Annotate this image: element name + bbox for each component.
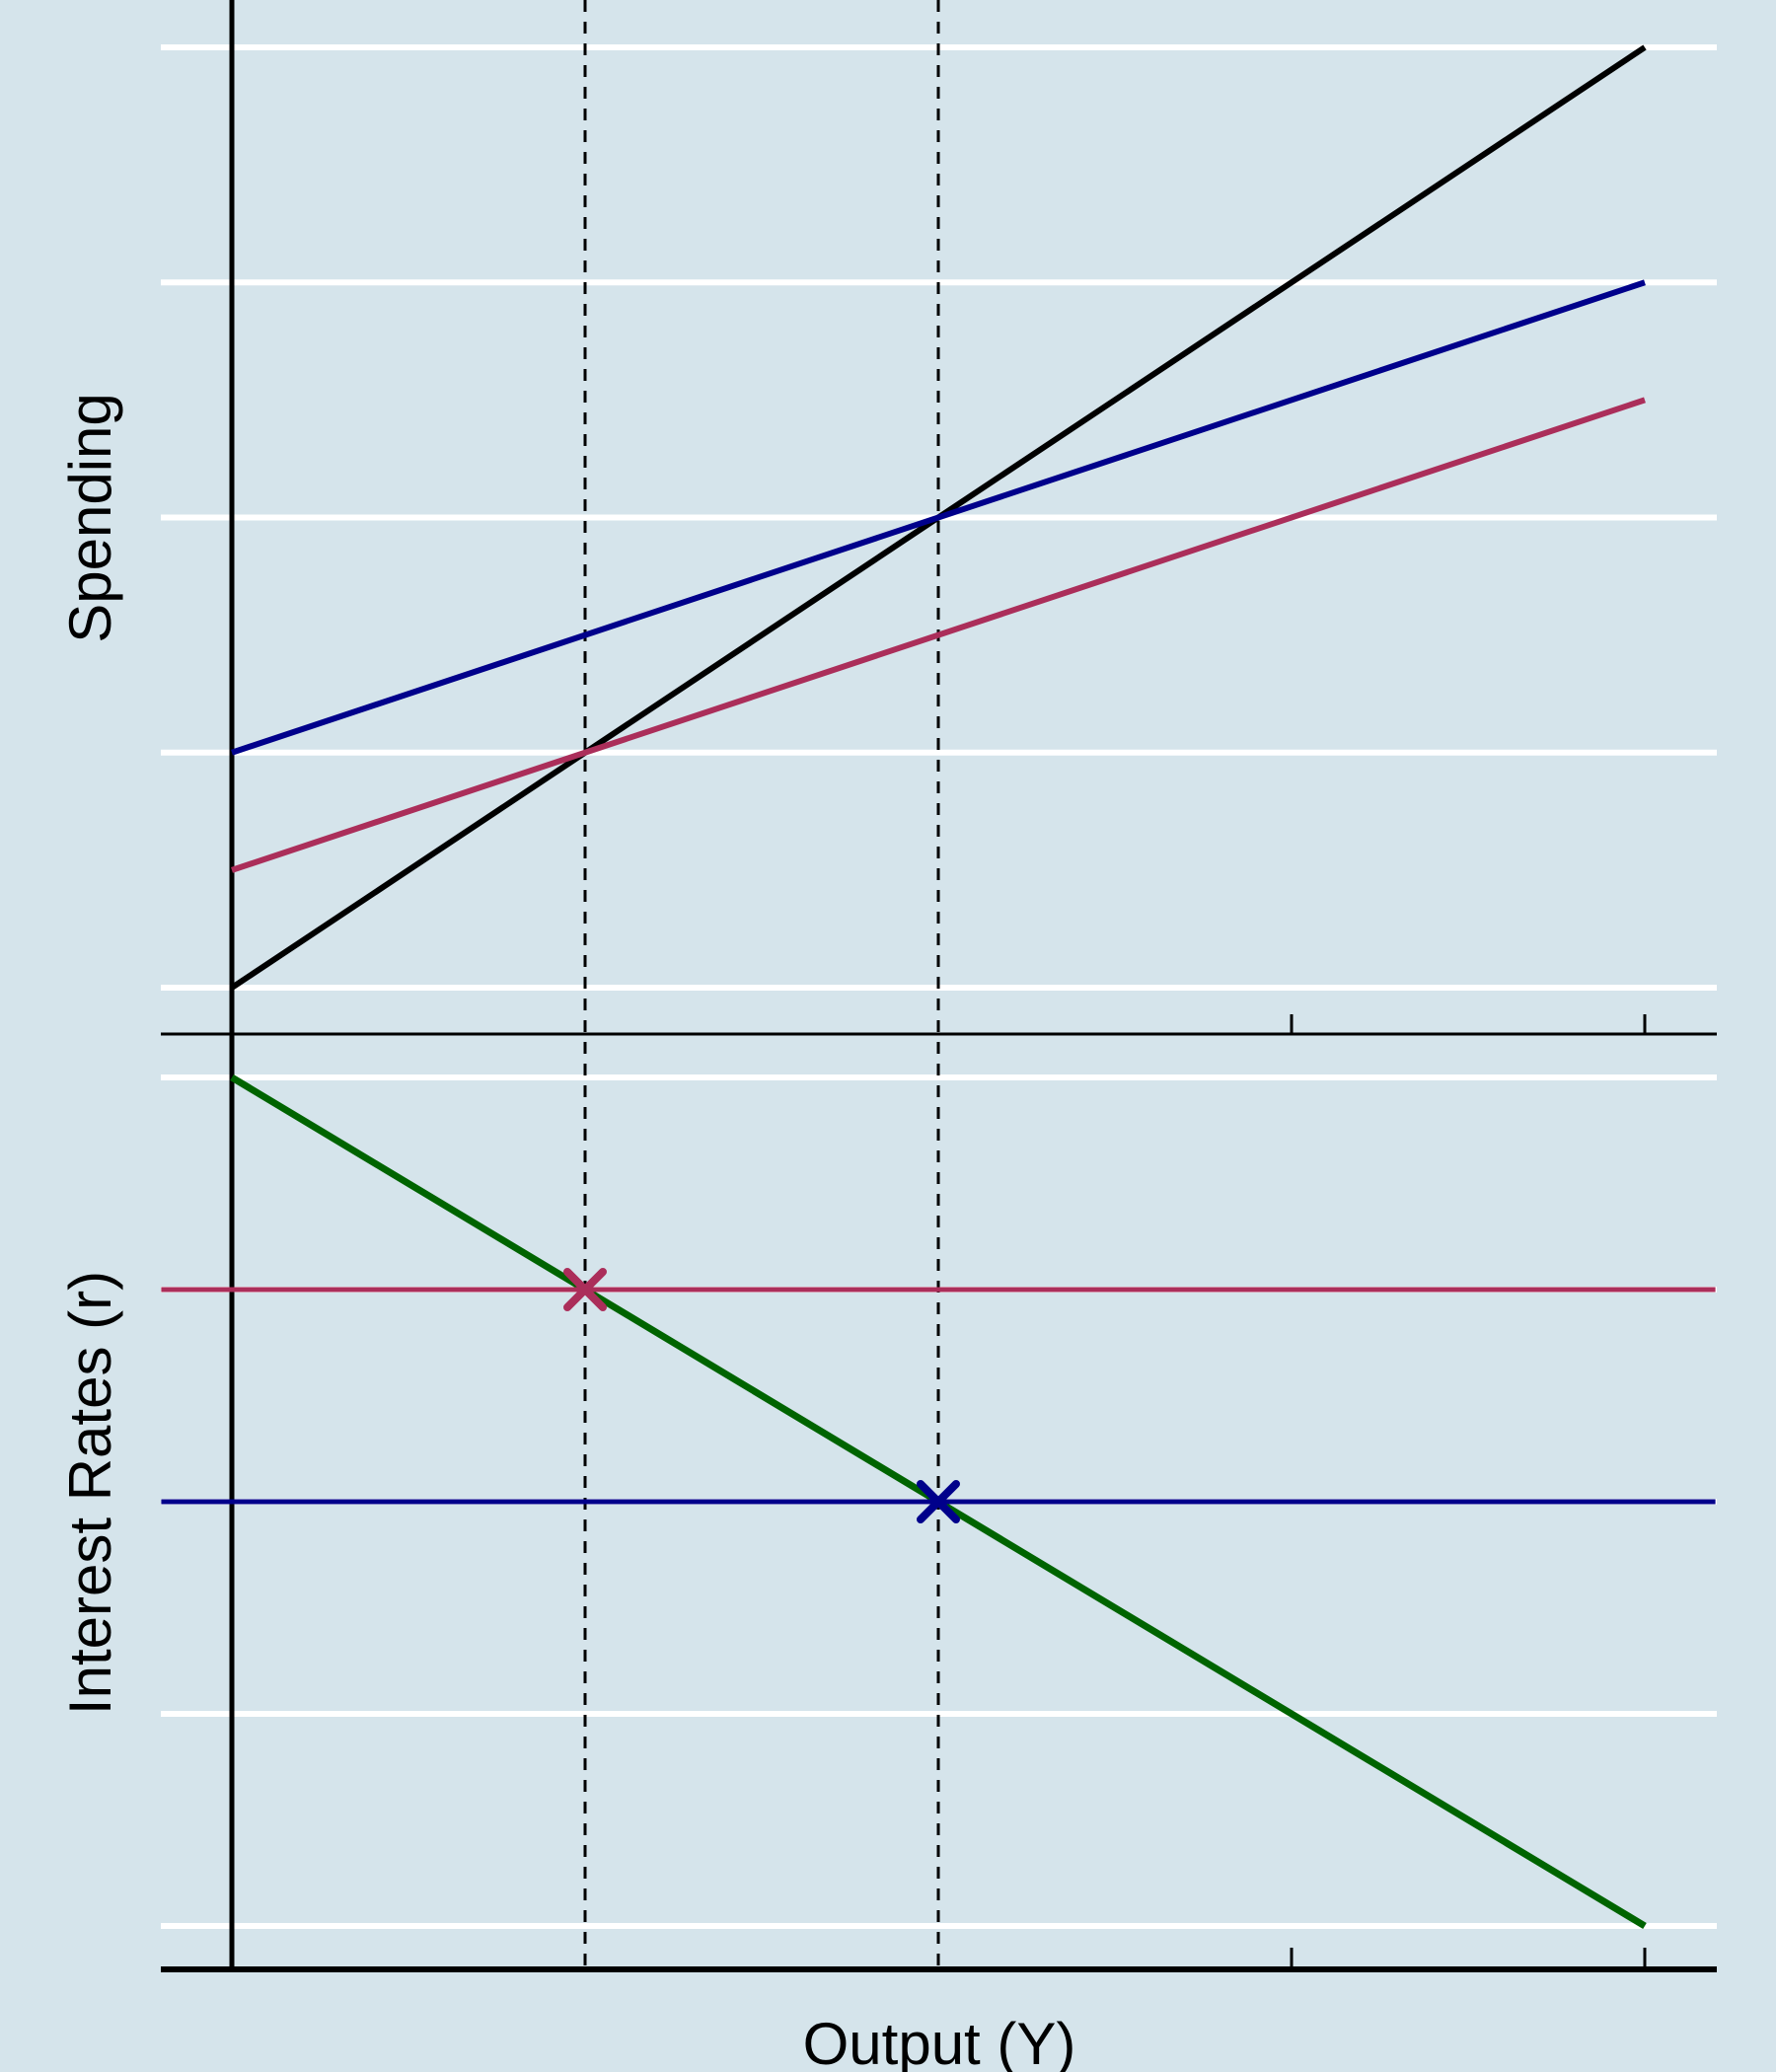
top-series-line-1 (231, 279, 1646, 756)
dashed-guidelines (583, 0, 940, 1969)
intersection-marker-0 (563, 1268, 607, 1311)
x-axis-title: Output (Y) (803, 2011, 1076, 2072)
intersection-marker-1 (917, 1480, 960, 1523)
top-y-axis-title: Spending (57, 393, 123, 643)
top-panel-series (230, 44, 1647, 991)
bottom-y-axis-title: Interest Rates (r) (57, 1271, 123, 1715)
top-series-line-2 (231, 397, 1646, 873)
intersection-markers (563, 1268, 960, 1523)
